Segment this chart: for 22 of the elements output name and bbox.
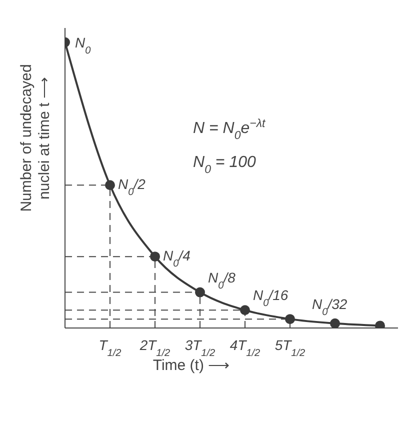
point [330,318,340,328]
x-tick-label: 3T$_{1/2}$ [184,337,216,358]
x-tick-label: 2T$_{1/2}$ [138,337,171,358]
annotation: N = N$_{0}$e$^{−λt}$ [193,118,266,142]
x-tick-label: 5T$_{1/2}$ [274,337,306,358]
point [150,252,160,262]
point [105,180,115,190]
text: N$_{0}$/2 [118,176,146,198]
x-tick-label: 4T$_{1/2}$ [230,337,261,358]
text: N$_{0}$/4 [163,248,190,270]
point [195,287,205,298]
point [375,320,385,328]
y-axis-title: Number of undecayed nuclei at time t ⟶ [18,64,53,212]
point [240,305,250,316]
text: N$_{0}$/16 [253,287,288,309]
text: N$_{0}$/8 [208,269,236,291]
point [285,314,295,324]
text: N$_{0}$ [75,34,91,56]
annotation: N$_{0}$ = 100 [193,154,256,176]
text: N$_{0}$/32 [312,296,348,318]
x-tick-label: T$_{1/2}$ [98,337,122,358]
x-axis-title: Time (t) ⟶ [152,357,230,374]
